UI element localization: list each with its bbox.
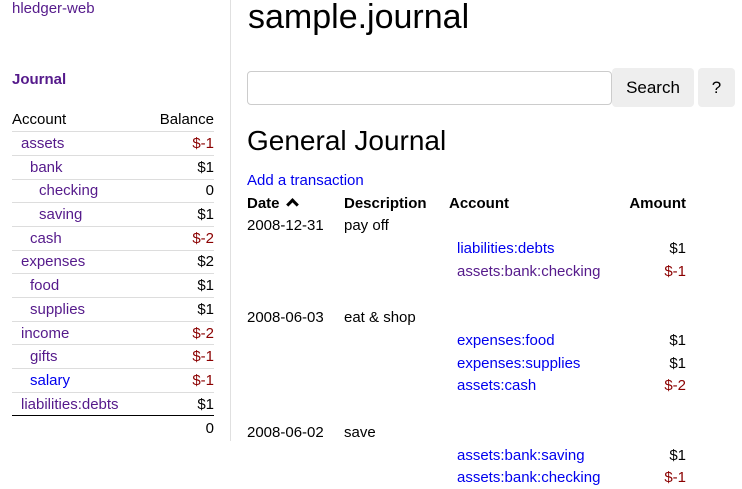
account-link[interactable]: food (30, 277, 60, 295)
posting-amount: $-1 (664, 262, 686, 280)
transaction-date: 2008-12-31 (247, 217, 324, 234)
total-balance: 0 (145, 415, 214, 440)
account-balance: $1 (145, 154, 214, 180)
account-balance: $-2 (145, 225, 214, 251)
help-button[interactable]: ? (698, 68, 735, 107)
account-balance: $1 (145, 273, 214, 298)
posting-account-link[interactable]: assets:bank:saving (457, 446, 585, 464)
posting-account-link[interactable]: expenses:food (457, 332, 555, 349)
account-row: supplies $1 (12, 297, 214, 322)
account-link[interactable]: assets (21, 135, 65, 153)
account-balance: $1 (145, 202, 214, 227)
account-link[interactable]: liabilities:debts (21, 395, 119, 413)
account-balance: $-1 (145, 368, 214, 393)
total-spacer (12, 415, 146, 440)
search-input[interactable] (247, 71, 612, 105)
account-row: liabilities:debts $1 (12, 391, 214, 416)
account-link[interactable]: saving (39, 206, 83, 224)
account-row: bank $1 (12, 154, 214, 180)
account-balance: $1 (145, 391, 214, 416)
description-column-header: Description (344, 195, 427, 212)
account-header: Account (12, 111, 67, 129)
account-balance: $-1 (145, 131, 214, 156)
account-row: expenses $2 (12, 249, 214, 274)
page-title: sample.journal (248, 0, 470, 36)
account-row: saving $1 (12, 202, 214, 227)
account-row: income $-2 (12, 320, 214, 345)
account-link[interactable]: checking (39, 182, 99, 200)
account-balance: $2 (145, 249, 214, 274)
posting-amount: $1 (669, 446, 686, 464)
transaction-description: eat & shop (344, 309, 416, 326)
posting-account-link[interactable]: expenses:supplies (457, 354, 581, 372)
posting-account-link[interactable]: assets:bank:checking (457, 262, 601, 280)
app-home-link[interactable]: hledger-web (12, 0, 95, 17)
account-row: cash $-2 (12, 225, 214, 251)
transaction-description: pay off (344, 217, 389, 234)
account-link[interactable]: cash (30, 229, 62, 247)
account-row: food $1 (12, 273, 214, 298)
account-link[interactable]: expenses (21, 253, 86, 271)
sidebar: hledger-web Journal Account Balance asset… (0, 0, 231, 441)
chevron-up-icon (285, 198, 299, 211)
account-row: gifts $-1 (12, 344, 214, 369)
posting-amount: $1 (669, 332, 686, 349)
balance-header: Balance (159, 111, 214, 129)
transaction-date: 2008-06-02 (247, 423, 324, 441)
account-balance: 0 (145, 178, 214, 203)
account-link[interactable]: gifts (30, 348, 58, 366)
account-link[interactable]: income (21, 324, 70, 342)
journal-heading: General Journal (247, 125, 447, 156)
account-link[interactable]: bank (30, 158, 63, 176)
account-column-header: Account (449, 195, 509, 212)
date-column-header[interactable]: Date (247, 195, 299, 215)
posting-amount: $1 (669, 354, 686, 372)
posting-account-link[interactable]: assets:cash (457, 377, 537, 394)
account-row: salary $-1 (12, 368, 214, 393)
posting-amount: $-1 (664, 469, 686, 486)
journal-link[interactable]: Journal (12, 71, 67, 88)
accounts-table: Account Balance assets $-1 bank $1 checking 0 s… (12, 108, 214, 440)
add-transaction-link[interactable]: Add a transaction (247, 172, 364, 189)
transaction-date: 2008-06-03 (247, 309, 324, 326)
transaction-description: save (344, 423, 376, 441)
posting-amount: $-2 (664, 377, 686, 394)
date-label: Date (247, 195, 280, 212)
search-button[interactable]: Search (612, 68, 694, 107)
account-balance: $1 (145, 297, 214, 322)
account-row: assets $-1 (12, 131, 214, 156)
posting-account-link[interactable]: liabilities:debts (457, 240, 555, 257)
account-balance: $-2 (145, 320, 214, 345)
posting-amount: $1 (669, 240, 686, 257)
amount-column-header: Amount (629, 195, 686, 212)
account-row: checking 0 (12, 178, 214, 203)
account-link[interactable]: salary (30, 371, 71, 389)
posting-account-link[interactable]: assets:bank:checking (457, 469, 601, 486)
account-balance: $-1 (145, 344, 214, 369)
account-link[interactable]: supplies (30, 300, 86, 318)
